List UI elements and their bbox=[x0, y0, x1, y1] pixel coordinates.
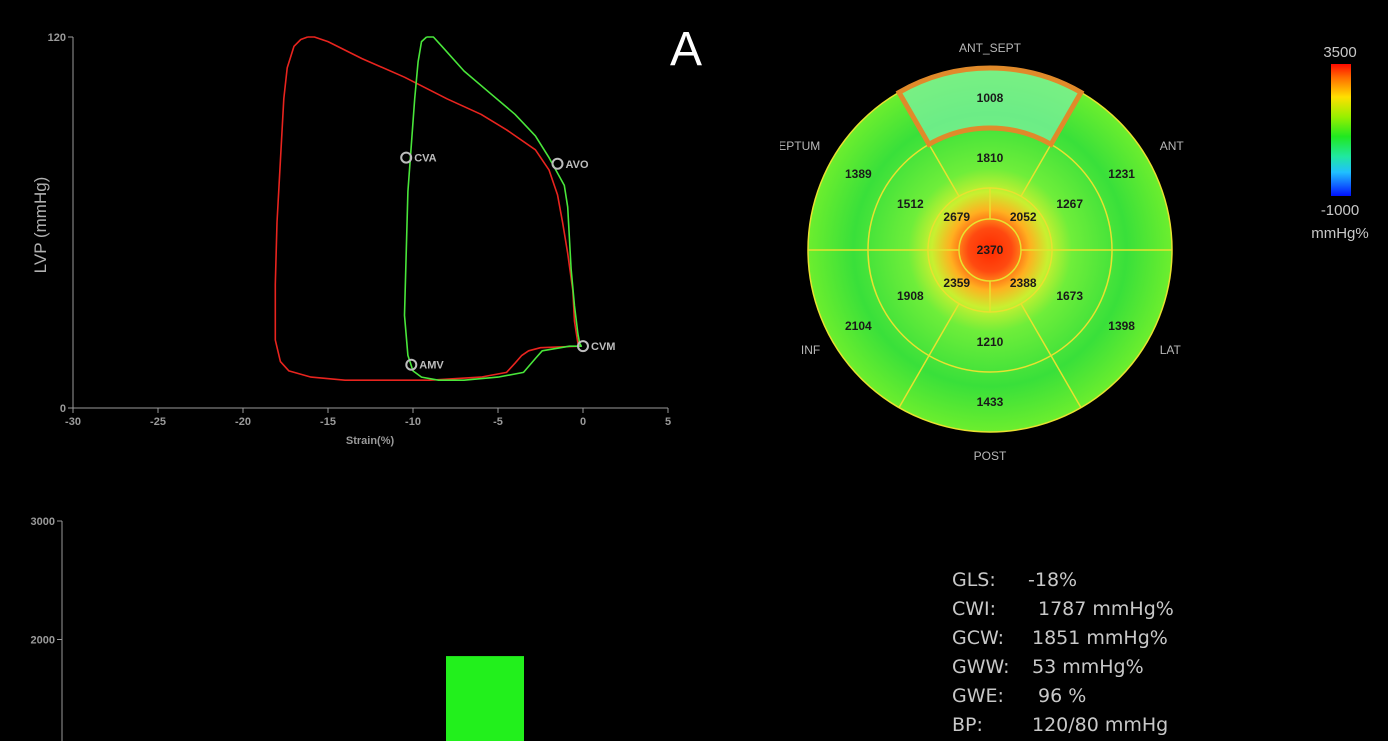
mid-value: 1673 bbox=[1056, 289, 1083, 303]
ant-sept-highlight bbox=[895, 65, 1085, 148]
marker-avo bbox=[551, 157, 564, 170]
x-tick-label: -15 bbox=[320, 416, 336, 428]
apical-value: 2388 bbox=[1010, 276, 1037, 290]
color-scale: 3500 -1000 mmHg% bbox=[1300, 44, 1380, 244]
color-scale-unit: mmHg% bbox=[1311, 225, 1369, 242]
stat-value: 1851 mmHg% bbox=[1032, 627, 1168, 649]
marker-label-amv: AMV bbox=[419, 360, 444, 372]
mid-value: 1810 bbox=[977, 151, 1004, 165]
loop-series-line-2 bbox=[403, 36, 583, 381]
x-tick-label: -5 bbox=[493, 416, 503, 428]
x-tick-label: 5 bbox=[665, 416, 671, 428]
x-tick-label: -10 bbox=[405, 416, 421, 428]
mid-value: 1210 bbox=[977, 335, 1004, 349]
loop-series bbox=[274, 36, 583, 381]
marker-cva bbox=[400, 151, 413, 164]
wall-label-ant_sept: ANT_SEPT bbox=[959, 41, 1022, 55]
y-tick-label: 0 bbox=[60, 403, 66, 415]
marker-amv bbox=[405, 358, 418, 371]
mid-divider bbox=[1020, 303, 1052, 357]
loop-markers: CVA AVO CVM AMV bbox=[400, 151, 615, 372]
marker-cvm bbox=[577, 340, 589, 353]
marker-label-avo: AVO bbox=[566, 159, 589, 171]
mid-value: 1267 bbox=[1056, 197, 1083, 211]
bar-1 bbox=[446, 656, 524, 741]
marker-label-cvm: CVM bbox=[591, 341, 615, 353]
loop-ticks: -30 -25 -20 -15 -10 -5 0 5 0 120 bbox=[48, 32, 671, 428]
mid-divider bbox=[1020, 143, 1052, 197]
loop-axes bbox=[72, 37, 668, 409]
basal-value: 1008 bbox=[977, 91, 1004, 105]
wall-label-post: POST bbox=[974, 449, 1007, 460]
bar-y-tick-label: 3000 bbox=[31, 516, 55, 528]
x-tick-label: 0 bbox=[580, 416, 586, 428]
stat-value: -18% bbox=[1028, 569, 1078, 591]
bullseye-wall-labels: ANT_SEPT ANT LAT POST INF SEPTUM bbox=[780, 41, 1184, 460]
basal-value: 1398 bbox=[1108, 319, 1135, 333]
panel-label: A bbox=[670, 23, 703, 76]
apex-value: 2370 bbox=[977, 243, 1004, 257]
basal-divider bbox=[1050, 355, 1082, 408]
x-tick-label: -20 bbox=[235, 416, 251, 428]
pressure-strain-loop-chart: -30 -25 -20 -15 -10 -5 0 5 0 120 CVA AVO CVM AMV Str… bbox=[31, 32, 671, 447]
stat-label: GLS: bbox=[952, 569, 996, 591]
wall-label-septum: SEPTUM bbox=[780, 139, 820, 153]
basal-value: 1389 bbox=[845, 167, 872, 181]
stat-label: BP: bbox=[952, 714, 983, 736]
stat-value: 53 mmHg% bbox=[1032, 656, 1144, 678]
apical-value: 2359 bbox=[943, 276, 970, 290]
stat-value: 120/80 mmHg bbox=[1032, 714, 1169, 736]
bullseye-values: 1008 1231 1398 1433 2104 1389 1810 1267 1673 1210… bbox=[845, 91, 1135, 409]
x-tick-label: -30 bbox=[65, 416, 81, 428]
basal-value: 2104 bbox=[845, 319, 872, 333]
x-tick-label: -25 bbox=[150, 416, 166, 428]
basal-divider bbox=[898, 355, 930, 408]
mid-divider bbox=[928, 143, 960, 197]
global-work-bar-chart: 2000 3000 bbox=[31, 516, 524, 741]
stat-value: 96 % bbox=[1038, 685, 1087, 707]
marker-label-cva: CVA bbox=[414, 153, 436, 165]
apical-value: 2679 bbox=[943, 210, 970, 224]
y-axis-label: LVP (mmHg) bbox=[31, 177, 50, 274]
x-axis-label: Strain(%) bbox=[346, 435, 395, 447]
stat-value: 1787 mmHg% bbox=[1038, 598, 1174, 620]
apical-value: 2052 bbox=[1010, 210, 1037, 224]
stat-label: CWI: bbox=[952, 598, 997, 620]
wall-label-lat: LAT bbox=[1160, 343, 1182, 357]
mid-value: 1512 bbox=[897, 197, 924, 211]
bar-ticks: 2000 3000 bbox=[31, 516, 62, 647]
color-scale-max: 3500 bbox=[1323, 44, 1357, 61]
bar-y-tick-label: 2000 bbox=[31, 635, 55, 647]
bullseye-plot: 1008 1231 1398 1433 2104 1389 1810 1267 1673 1210… bbox=[780, 41, 1184, 460]
wall-label-ant: ANT bbox=[1160, 139, 1185, 153]
wall-label-inf: INF bbox=[801, 343, 820, 357]
basal-value: 1231 bbox=[1108, 167, 1135, 181]
color-scale-min: -1000 bbox=[1320, 202, 1360, 219]
y-tick-label: 120 bbox=[48, 32, 66, 44]
stat-label: GWW: bbox=[952, 656, 1010, 678]
bar-bars bbox=[446, 656, 524, 741]
stat-label: GWE: bbox=[952, 685, 1004, 707]
color-scale-bar bbox=[1331, 64, 1351, 196]
stat-label: GCW: bbox=[952, 627, 1005, 649]
ant-sept-segment-fill bbox=[899, 67, 1081, 145]
basal-value: 1433 bbox=[977, 395, 1004, 409]
mid-divider bbox=[928, 303, 960, 357]
loop-series-line-1 bbox=[274, 36, 581, 381]
mid-value: 1908 bbox=[897, 289, 924, 303]
bullseye-disk bbox=[808, 68, 1172, 432]
